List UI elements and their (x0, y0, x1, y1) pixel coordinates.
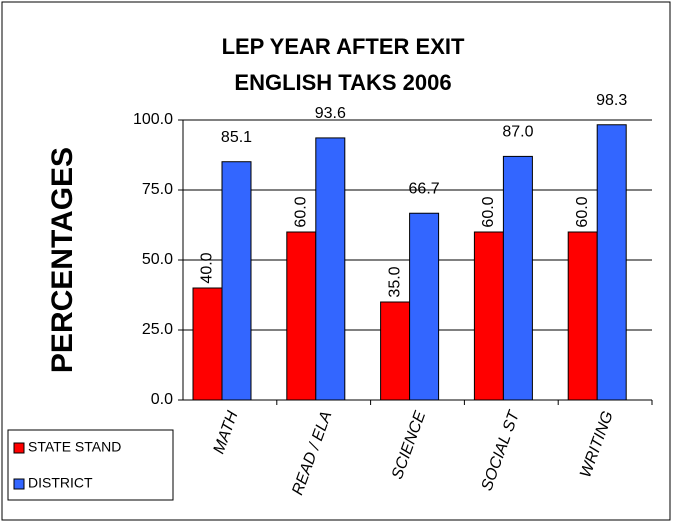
bar (409, 212, 440, 401)
legend-label: DISTRICT (28, 475, 93, 491)
y-tick-label: 75.0 (142, 181, 173, 198)
y-tick-label: 100.0 (133, 111, 173, 128)
y-tick-label: 25.0 (142, 321, 173, 338)
data-label: 66.7 (409, 180, 440, 197)
bar (286, 231, 317, 401)
bar (221, 161, 252, 401)
data-label: 40.0 (199, 252, 216, 283)
y-tick-label: 50.0 (142, 251, 173, 268)
y-axis-label: PERCENTAGES (46, 147, 79, 373)
bar (192, 287, 223, 401)
data-label: 85.1 (221, 129, 252, 146)
data-label: 60.0 (293, 196, 310, 227)
data-label: 98.3 (596, 92, 627, 109)
legend-swatch (13, 478, 25, 490)
chart-title: ENGLISH TAKS 2006 (234, 70, 451, 95)
bar (502, 155, 533, 401)
data-label: 87.0 (502, 124, 533, 141)
data-label: 60.0 (480, 196, 497, 227)
data-label: 35.0 (386, 266, 403, 297)
y-tick-label: 0.0 (151, 391, 173, 408)
legend-swatch (13, 442, 25, 454)
bar (380, 301, 411, 401)
bar (596, 124, 627, 401)
bar (473, 231, 504, 401)
bar (315, 137, 346, 401)
legend-label: STATE STAND (28, 439, 121, 455)
data-label: 60.0 (574, 196, 591, 227)
legend-box (7, 429, 174, 501)
bar (567, 231, 598, 401)
chart-title: LEP YEAR AFTER EXIT (222, 34, 465, 59)
data-label: 93.6 (315, 105, 346, 122)
